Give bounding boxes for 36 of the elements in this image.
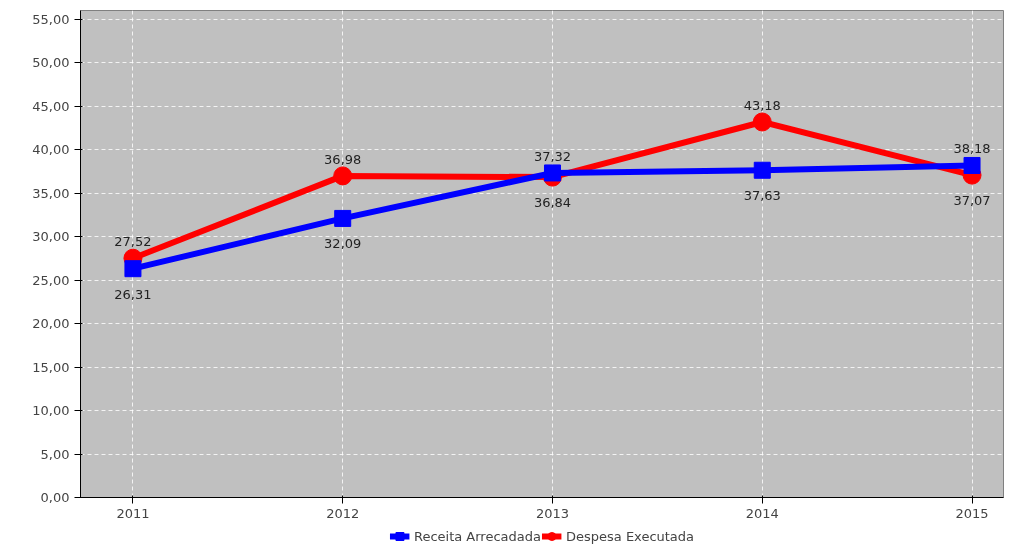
x-tick-label: 2013	[535, 505, 570, 521]
y-tick-label: 30,00	[32, 229, 70, 245]
data-label: 36,98	[324, 151, 362, 167]
data-label: 32,09	[324, 236, 362, 252]
data-label: 37,07	[953, 193, 991, 209]
x-tick-label: 2011	[116, 505, 150, 521]
point	[543, 164, 561, 182]
x-tick-label: 2014	[745, 505, 779, 521]
point	[753, 161, 771, 179]
y-tick-label: 50,00	[32, 55, 70, 71]
y-tick-label: 35,00	[32, 185, 70, 201]
y-tick-label: 10,00	[32, 403, 70, 419]
y-tick-label: 5,00	[40, 446, 70, 462]
point	[124, 260, 142, 278]
data-label: 37,63	[743, 188, 781, 204]
data-label: 43,18	[743, 97, 781, 113]
x-tick-label: 2015	[955, 505, 989, 521]
data-label: 26,31	[114, 286, 152, 302]
data-label: 37,32	[533, 148, 572, 164]
point	[752, 112, 772, 132]
point	[334, 209, 352, 227]
y-tick-label: 25,00	[32, 272, 70, 288]
data-label: 27,52	[114, 234, 152, 250]
y-tick-label: 45,00	[32, 98, 70, 114]
y-tick-label: 15,00	[32, 359, 70, 375]
y-tick-label: 55,00	[32, 11, 70, 27]
y-tick-label: 20,00	[32, 316, 70, 332]
data-label: 36,84	[533, 195, 572, 211]
y-tick-label: 0,00	[40, 490, 70, 505]
data-label: 38,18	[953, 141, 991, 157]
y-tick-label: 40,00	[32, 142, 70, 158]
legend-label: Receita Arrecadada	[413, 528, 541, 544]
point	[963, 156, 981, 174]
point	[333, 166, 353, 186]
x-tick-label: 2012	[326, 505, 360, 521]
legend-label: Despesa Executada	[565, 528, 695, 544]
